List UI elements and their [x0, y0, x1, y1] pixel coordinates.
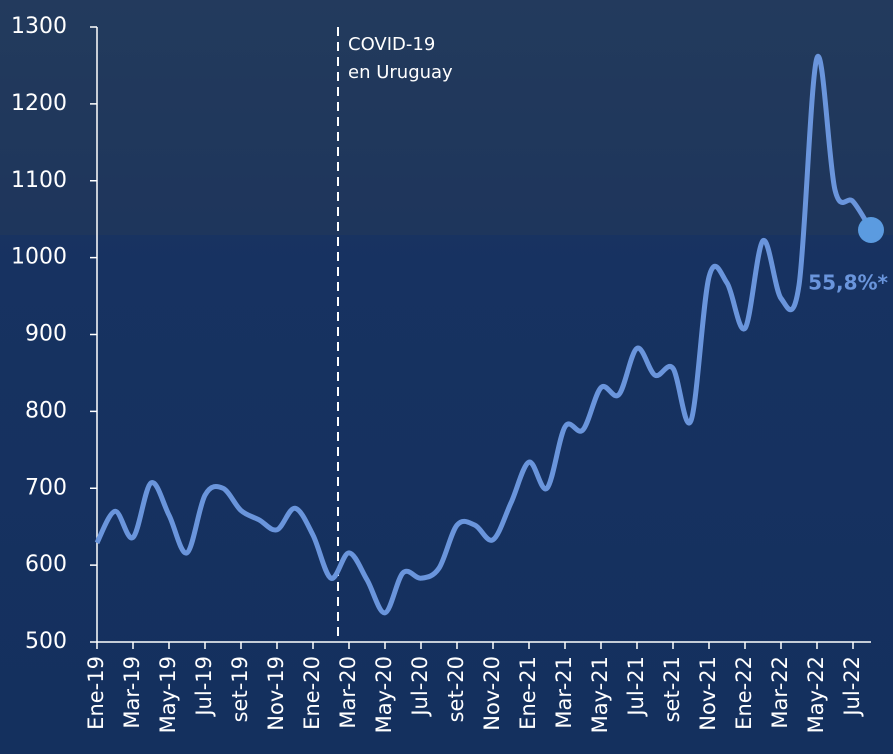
x-tick-label: Mar-20 — [336, 656, 360, 729]
x-tick-label: set-20 — [444, 656, 468, 722]
x-tick-label: Mar-22 — [768, 656, 792, 729]
y-tick-label: 800 — [25, 398, 67, 423]
event-label: en Uruguay — [348, 62, 453, 83]
x-tick-label: Ene-19 — [84, 656, 108, 730]
x-tick-label: Ene-22 — [732, 656, 756, 730]
y-tick-label: 1300 — [11, 14, 67, 39]
y-tick-label: 1100 — [11, 168, 67, 193]
x-tick-label: Nov-21 — [696, 656, 720, 731]
y-tick-label: 500 — [25, 629, 67, 654]
y-tick-label: 1000 — [11, 245, 67, 270]
chart: 500 600 700 800 900 1000 1100 1200 1300 Ene-19 Mar… — [0, 0, 893, 754]
event-label: COVID-19 — [348, 34, 435, 55]
x-tick-label: Mar-21 — [552, 656, 576, 729]
x-tick-label: Jul-20 — [408, 656, 432, 718]
x-tick-label: Ene-21 — [516, 656, 540, 730]
x-tick-label: Ene-20 — [300, 656, 324, 730]
y-tick-label: 700 — [25, 475, 67, 500]
x-tick-label: Jul-21 — [624, 656, 648, 718]
y-tick-label: 1200 — [11, 91, 67, 116]
x-tick-label: set-21 — [660, 656, 684, 722]
end-point — [858, 217, 884, 243]
y-tick-label: 900 — [25, 322, 67, 347]
y-tick-label: 600 — [25, 552, 67, 577]
end-label: 55,8%* — [808, 270, 888, 294]
x-tick-label: May-21 — [588, 656, 612, 733]
x-tick-label: Nov-20 — [480, 656, 504, 731]
x-tick-label: set-19 — [228, 656, 252, 722]
x-tick-label: Mar-19 — [120, 656, 144, 729]
x-tick-label: May-22 — [804, 656, 828, 733]
x-tick-label: Jul-19 — [192, 656, 216, 718]
x-tick-label: May-19 — [156, 656, 180, 733]
background-image — [0, 0, 893, 235]
x-tick-label: Nov-19 — [264, 656, 288, 731]
x-tick-label: Jul-22 — [840, 656, 864, 718]
x-tick-label: May-20 — [372, 656, 396, 733]
